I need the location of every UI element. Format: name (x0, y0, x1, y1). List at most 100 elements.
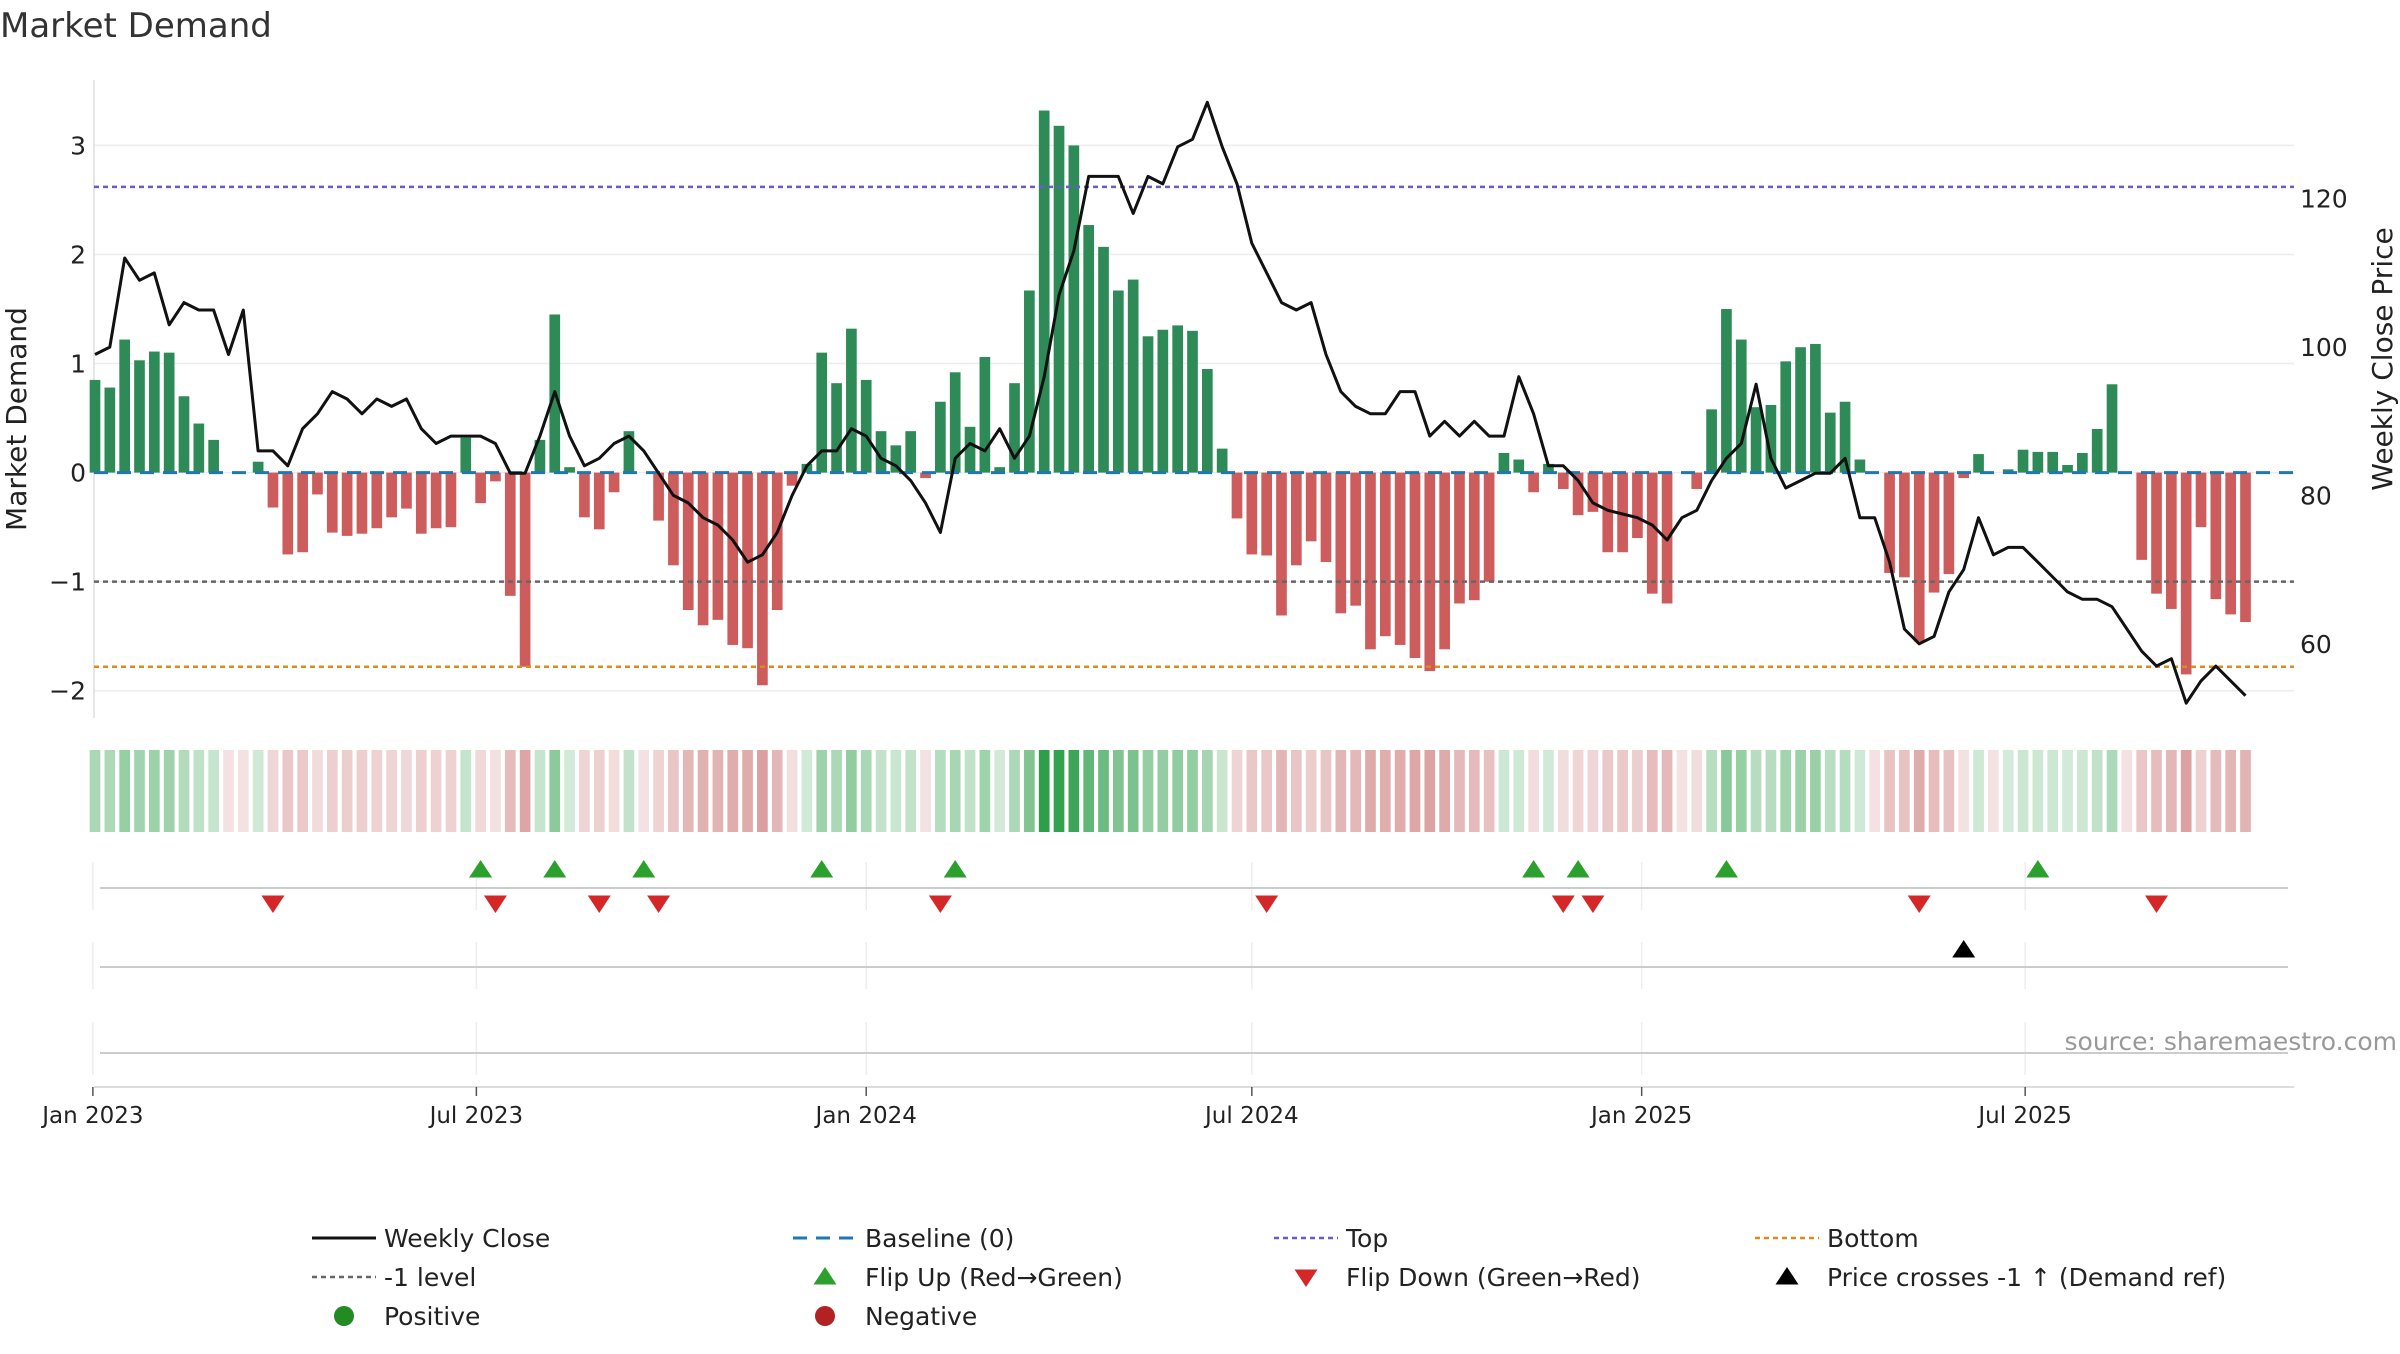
positive-demand-bar (831, 383, 842, 473)
positive-demand-bar (2047, 451, 2059, 473)
heat-strip-cell (1602, 750, 1614, 832)
heat-strip-cell (1053, 750, 1065, 832)
heat-strip-cell (1795, 750, 1806, 832)
heat-strip-cell (534, 750, 546, 832)
heat-strip-cell (178, 750, 190, 832)
heat-strip-cell (519, 750, 531, 832)
negative-demand-bar (430, 472, 442, 529)
flip-up-marker (1714, 860, 1738, 878)
heat-strip-cell (1394, 750, 1406, 832)
positive-demand-bar (1068, 145, 1080, 473)
heat-strip-cell (89, 750, 101, 832)
heat-strip-cell (386, 750, 397, 832)
legend: Weekly Close Baseline (0) Top Bottom -1 leve… (312, 1224, 2226, 1331)
heat-strip-cell (1454, 750, 1465, 832)
negative-demand-bar (771, 472, 783, 611)
weekly-close-line (94, 100, 2247, 705)
heat-strip-cell (1988, 750, 1999, 832)
heat-strip-cell (415, 750, 427, 832)
heat-strip-cell (905, 750, 917, 832)
heat-strip-cell (1557, 750, 1569, 832)
heat-strip-cell (297, 750, 308, 832)
negative-demand-bar (415, 472, 427, 534)
heat-strip-cell (445, 750, 457, 832)
heat-strip-cell (1810, 750, 1821, 832)
heat-strip-cell (119, 750, 131, 832)
y-right-tick-label: 100 (2300, 333, 2348, 362)
price-cross-marker (1952, 940, 1976, 958)
positive-demand-bar (252, 461, 264, 473)
positive-demand-bar (1780, 361, 1792, 473)
x-tick-label: Jan 2023 (40, 1103, 143, 1129)
heat-strip-cell (1676, 750, 1688, 832)
heat-strip-cell (1973, 750, 1984, 832)
y-left-tick-label: −2 (49, 677, 86, 706)
flip-down-marker (647, 895, 671, 913)
flip-down-marker (928, 895, 952, 913)
source-credit: source: sharemaestro.com (2065, 1027, 2398, 1056)
heat-strip-cell (341, 750, 353, 832)
demand-heat-strip (89, 750, 2251, 832)
heat-strip-cell (786, 750, 798, 832)
heat-strip-cell (1439, 750, 1450, 832)
heat-strip-cell (1216, 750, 1228, 832)
heat-strip-cell (1899, 750, 1910, 832)
heat-strip-cell (831, 750, 842, 832)
negative-demand-bar (1246, 472, 1258, 555)
negative-demand-bar (2195, 472, 2207, 528)
legend-swatch-price-cross (1775, 1267, 1799, 1285)
positive-demand-bar (119, 339, 131, 473)
negative-demand-bar (356, 472, 368, 534)
negative-demand-bar (401, 472, 412, 509)
heat-strip-cell (1691, 750, 1703, 832)
x-tick-label: Jul 2023 (428, 1103, 524, 1129)
negative-demand-bar (757, 472, 768, 686)
negative-demand-bar (297, 472, 308, 553)
heat-strip-cell (1884, 750, 1895, 832)
heat-strip-cell (1721, 750, 1732, 832)
axis-ticks: 3 2 1 0 −1 −2 120 100 80 60 (49, 131, 2348, 705)
heat-strip-cell (816, 750, 828, 832)
positive-demand-bar (1187, 330, 1198, 473)
y-left-tick-label: −1 (49, 568, 86, 597)
positive-demand-bar (816, 352, 828, 473)
positive-demand-bar (846, 328, 857, 473)
positive-demand-bar (1216, 448, 1228, 473)
negative-demand-bar (2225, 472, 2237, 615)
negative-demand-bar (2151, 472, 2162, 594)
heat-strip-cell (1735, 750, 1747, 832)
flip-down-marker (1551, 895, 1575, 913)
heat-strip-cell (1468, 750, 1480, 832)
flip-up-marker (943, 860, 967, 878)
negative-demand-bar (282, 472, 294, 555)
positive-demand-bar (1721, 309, 1732, 473)
legend-label: Positive (384, 1302, 480, 1331)
positive-demand-bar (1201, 369, 1213, 473)
heat-strip-cell (2062, 750, 2073, 832)
heat-strip-cell (2166, 750, 2177, 832)
heat-strip-cell (1572, 750, 1584, 832)
negative-demand-bar (1928, 472, 1940, 593)
flip-down-marker (1907, 895, 1931, 913)
heat-strip-cell (1335, 750, 1347, 832)
heat-strip-cell (1083, 750, 1095, 832)
x-axis: Jan 2023 Jul 2023 Jan 2024 Jul 2024 Jan 2025… (40, 1086, 2294, 1129)
negative-demand-bar (1305, 472, 1317, 542)
heat-strip-cell (994, 750, 1006, 832)
heat-strip-cell (1379, 750, 1391, 832)
heat-strip-cell (2151, 750, 2162, 832)
y-left-tick-label: 1 (70, 350, 86, 379)
heat-strip-cell (1839, 750, 1851, 832)
heat-strip-cell (237, 750, 249, 832)
positive-demand-bar (2077, 452, 2088, 473)
negative-demand-bar (475, 472, 486, 504)
positive-demand-bar (1795, 347, 1806, 473)
negative-demand-bar (1646, 472, 1658, 594)
legend-label: Negative (865, 1302, 977, 1331)
positive-demand-bar (134, 360, 145, 473)
heat-strip-cell (1246, 750, 1258, 832)
negative-demand-bar (1439, 472, 1450, 650)
negative-demand-bar (2240, 472, 2251, 623)
positive-demand-bar (564, 467, 575, 473)
